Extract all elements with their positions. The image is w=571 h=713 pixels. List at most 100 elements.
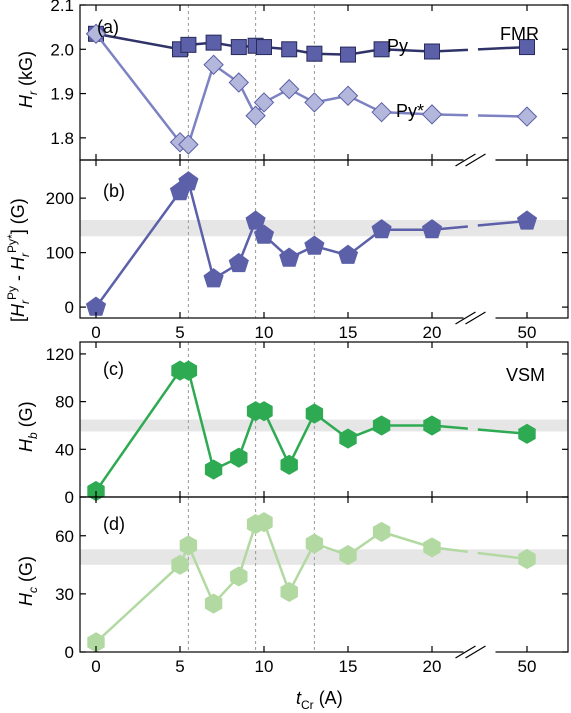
series-line-segment [431,45,528,53]
data-point [228,72,250,93]
data-point [373,41,390,58]
x-tick-label: 5 [175,323,184,342]
data-point [85,23,107,44]
panel-frame [79,4,569,161]
data-point [204,593,223,614]
data-point [230,566,248,587]
panel-label-a: (a) [97,17,119,37]
data-point [421,104,443,125]
data-point [516,106,538,127]
x-tick-label: 20 [423,323,442,342]
data-point [337,85,359,106]
data-point [203,268,224,288]
y-tick-label: 0 [65,298,74,317]
data-point [245,210,266,230]
data-point [256,39,272,56]
y-tick-label: 0 [65,643,74,662]
data-point [516,210,538,230]
data-point [278,78,300,100]
data-point [180,36,197,53]
y-axis-label-a: Hr (kG) [16,51,40,108]
data-point [179,360,198,381]
series-line-segment [431,546,528,561]
y-tick-label: 2.0 [50,40,74,59]
series-line-segment [431,113,528,118]
data-point [421,219,443,239]
axis-break-mark [455,645,476,659]
data-point [371,101,392,123]
data-point [205,34,222,51]
data-point [304,92,325,113]
data-point [228,252,249,273]
x-tick-label: 0 [91,657,100,676]
panel-frame [79,496,569,653]
series-line-segment [95,33,181,144]
data-point [339,545,357,566]
data-series [85,23,538,653]
data-point [281,41,298,58]
y-tick-label: 1.8 [50,129,74,148]
data-point [203,54,224,75]
panel-frames [79,4,569,653]
data-point [230,39,247,56]
series-label-py: Py [387,36,408,56]
data-point [372,521,391,542]
fmr-label: FMR [500,24,539,44]
y-tick-label: 1.9 [50,85,74,104]
data-point [371,219,392,239]
y-tick-label: 0 [65,488,74,507]
axis-break-mark [455,153,476,167]
series-line-segment [262,521,291,593]
x-tick-label: 10 [255,657,274,676]
x-tick-label: 20 [423,657,442,676]
series-line-segment [431,424,528,436]
data-point [518,548,536,570]
data-point [304,235,325,255]
data-point [230,447,248,468]
axis-break-gap [463,648,496,656]
data-point [305,403,324,424]
axis-ticks [80,4,568,653]
axis-break-gap [463,156,496,164]
data-point [337,244,359,264]
data-point [305,533,324,554]
data-point [280,581,298,602]
x-tick-label: 0 [91,323,100,342]
y-axis-label-c: Hb (G) [16,401,40,452]
data-point [178,171,199,191]
y-tick-label: 200 [46,189,74,208]
axis-break-mark [465,645,486,659]
y-tick-label: 100 [46,244,74,263]
text-labels: 1.81.92.02.10100200040801200306000551010… [46,0,537,676]
x-tick-label: 15 [339,657,358,676]
data-point [171,554,189,575]
data-point [280,454,298,475]
series-line-segment [94,369,182,492]
data-point [255,512,273,533]
x-axis-label: tCr (A) [296,688,343,712]
series-line-segment [262,410,291,466]
series-line-segment [187,181,215,280]
y-tick-label: 40 [55,440,74,459]
axis-break-gap [463,314,496,322]
data-point [253,92,275,113]
series-line-segment [431,219,528,231]
data-point [424,43,440,60]
x-tick-label: 5 [175,657,184,676]
axis-breaks [455,153,496,659]
data-point [255,401,273,422]
data-point [179,535,198,556]
series-line-segment [288,412,316,466]
y-tick-label: 30 [55,585,74,604]
series-line-segment [381,48,433,53]
series-line-segment [187,544,215,605]
data-point [340,46,356,63]
reference-band [80,419,568,432]
axis-break-mark [465,153,486,167]
x-tick-label: 50 [518,657,537,676]
y-axis-label-b: [HrPy - HrPy*] (G) [5,198,32,322]
reference-band [80,549,568,565]
axis-break-mark [455,311,476,325]
vsm-label: VSM [506,365,545,385]
